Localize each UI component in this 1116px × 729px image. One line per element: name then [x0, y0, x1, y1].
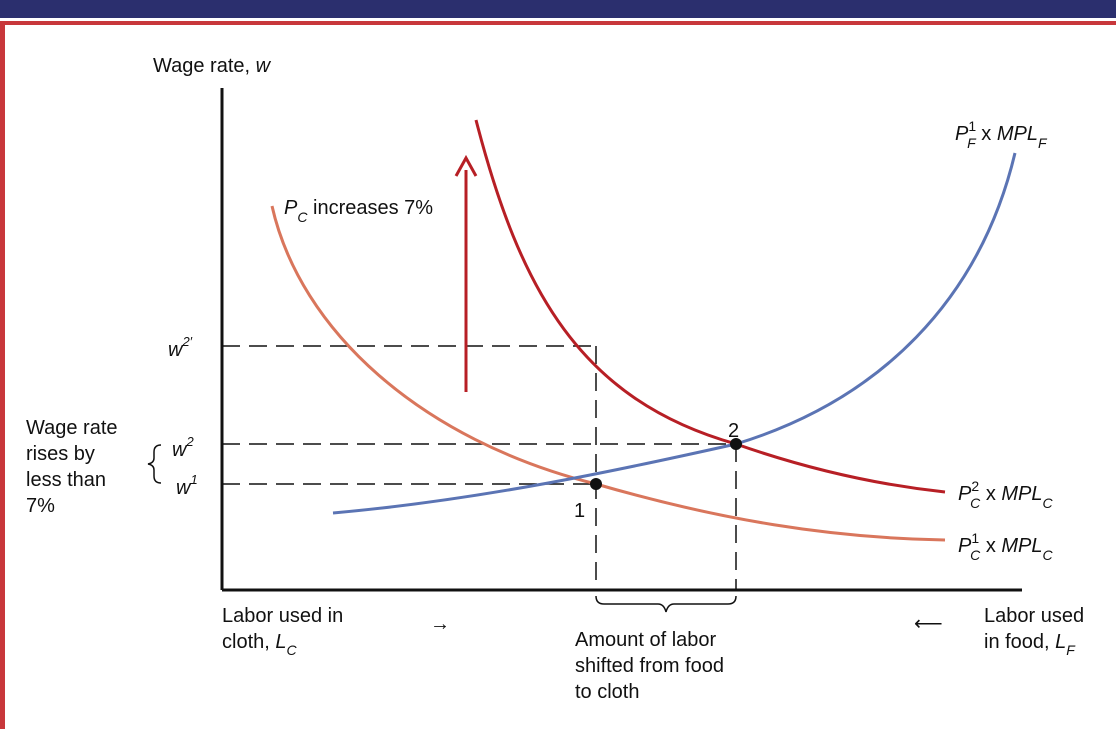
- guide-lines: [222, 345, 737, 590]
- equilibrium-point-1: [590, 478, 602, 490]
- point-1-label: 1: [574, 500, 585, 522]
- cloth-labor-label-line-2: cloth, LC: [222, 631, 297, 658]
- food-curve-label: P1 F x MPLF: [955, 118, 1048, 151]
- cloth-curve-old-label: P1 C x MPLC: [958, 530, 1054, 563]
- cloth-curve-old: [270, 205, 946, 542]
- brace-note-line-4: 7%: [26, 495, 55, 517]
- wage-rise-brace: [147, 444, 162, 484]
- shifted-labor-line-1: Amount of labor: [575, 629, 717, 651]
- shift-arrow-head: [454, 154, 478, 177]
- brace-note-line-1: Wage rate: [26, 417, 118, 439]
- left-direction-arrow: →: [430, 613, 450, 635]
- food-curve: [332, 152, 1017, 515]
- shift-label: PC increases 7%: [284, 197, 433, 225]
- shifted-labor-line-3: to cloth: [575, 681, 639, 703]
- shifted-labor-brace: [595, 595, 737, 613]
- cloth-curve-new-label: P2 C x MPLC: [958, 478, 1054, 511]
- w1-label: w1: [176, 472, 198, 499]
- w2prime-label: w2′: [168, 334, 193, 361]
- food-labor-label-line-1: Labor used: [984, 605, 1084, 627]
- y-axis-label: Wage rate, w: [153, 55, 272, 77]
- brace-note-line-2: rises by: [26, 443, 95, 465]
- header-accent-rule: [0, 21, 1116, 25]
- left-accent-rule: [0, 21, 5, 729]
- header-bar: [0, 0, 1116, 18]
- point-2-label: 2: [728, 420, 739, 442]
- right-direction-arrow: ⟵: [914, 613, 943, 635]
- equilibrium-point-2: [730, 438, 742, 450]
- food-labor-label-line-2: in food, LF: [984, 631, 1076, 658]
- shifted-labor-line-2: shifted from food: [575, 655, 724, 677]
- brace-note-line-3: less than: [26, 469, 106, 491]
- w2-label: w2: [172, 434, 194, 461]
- cloth-curve-new: [474, 119, 946, 494]
- cloth-labor-label-line-1: Labor used in: [222, 605, 343, 627]
